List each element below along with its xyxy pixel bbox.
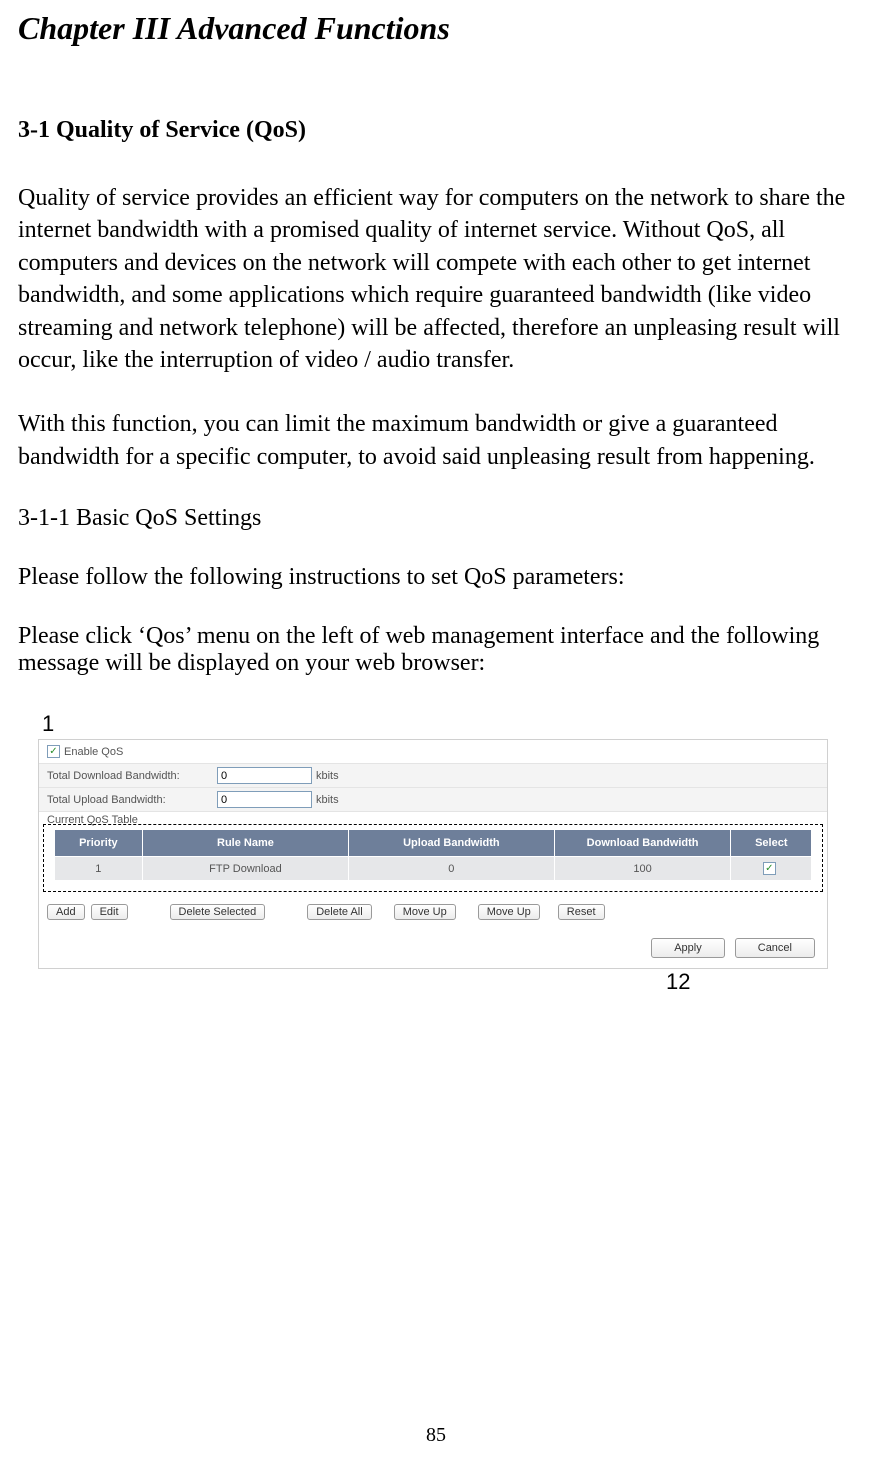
upload-bandwidth-input[interactable] [217,791,312,808]
apply-button[interactable]: Apply [651,938,725,958]
edit-button[interactable]: Edit [91,904,128,920]
cancel-button[interactable]: Cancel [735,938,815,958]
qos-table-box: Priority Rule Name Upload Bandwidth Down… [43,824,823,892]
page-number: 85 [0,1424,872,1447]
qos-screenshot: 1 2 3 4 5 6 7 8 9 10 11 12 ✓ Enable QoS … [18,709,838,1009]
row-select-checkbox[interactable]: ✓ [763,862,776,875]
table-row: 1 FTP Download 0 100 ✓ [54,857,812,881]
callout-1: 1 [42,711,54,737]
chapter-title: Chapter III Advanced Functions [18,10,854,47]
section-heading: 3-1 Quality of Service (QoS) [18,117,854,144]
enable-qos-checkbox[interactable]: ✓ [47,745,60,758]
qos-table-header-row: Priority Rule Name Upload Bandwidth Down… [54,830,812,857]
body-paragraph-2: With this function, you can limit the ma… [18,408,854,473]
callout-12: 12 [666,969,690,995]
enable-qos-row: ✓ Enable QoS [39,740,827,764]
delete-selected-button[interactable]: Delete Selected [170,904,266,920]
apply-cancel-row: Apply Cancel [39,930,827,968]
header-select: Select [731,830,812,857]
instruction-paragraph-2: Please click ‘Qos’ menu on the left of w… [18,623,854,677]
delete-all-button[interactable]: Delete All [307,904,371,920]
upload-unit: kbits [316,794,339,806]
download-unit: kbits [316,770,339,782]
qos-action-buttons: Add Edit Delete Selected Delete All Move… [39,898,827,930]
header-download-bandwidth: Download Bandwidth [554,830,731,857]
download-bandwidth-label: Total Download Bandwidth: [47,770,217,782]
cell-upload: 0 [348,857,554,881]
header-rule-name: Rule Name [142,830,348,857]
upload-bandwidth-row: Total Upload Bandwidth: kbits [39,788,827,812]
add-button[interactable]: Add [47,904,85,920]
move-down-button[interactable]: Move Up [478,904,540,920]
cell-priority: 1 [54,857,142,881]
body-paragraph-1: Quality of service provides an efficient… [18,182,854,376]
subsection-heading: 3-1-1 Basic QoS Settings [18,505,854,532]
qos-table: Priority Rule Name Upload Bandwidth Down… [54,829,813,881]
cell-rule-name: FTP Download [142,857,348,881]
header-upload-bandwidth: Upload Bandwidth [348,830,554,857]
cell-download: 100 [554,857,731,881]
upload-bandwidth-label: Total Upload Bandwidth: [47,794,217,806]
instruction-paragraph-1: Please follow the following instructions… [18,564,854,591]
header-priority: Priority [54,830,142,857]
download-bandwidth-input[interactable] [217,767,312,784]
reset-button[interactable]: Reset [558,904,605,920]
enable-qos-label: Enable QoS [64,746,123,758]
qos-panel: ✓ Enable QoS Total Download Bandwidth: k… [38,739,828,969]
download-bandwidth-row: Total Download Bandwidth: kbits [39,764,827,788]
cell-select: ✓ [731,857,812,881]
move-up-button[interactable]: Move Up [394,904,456,920]
